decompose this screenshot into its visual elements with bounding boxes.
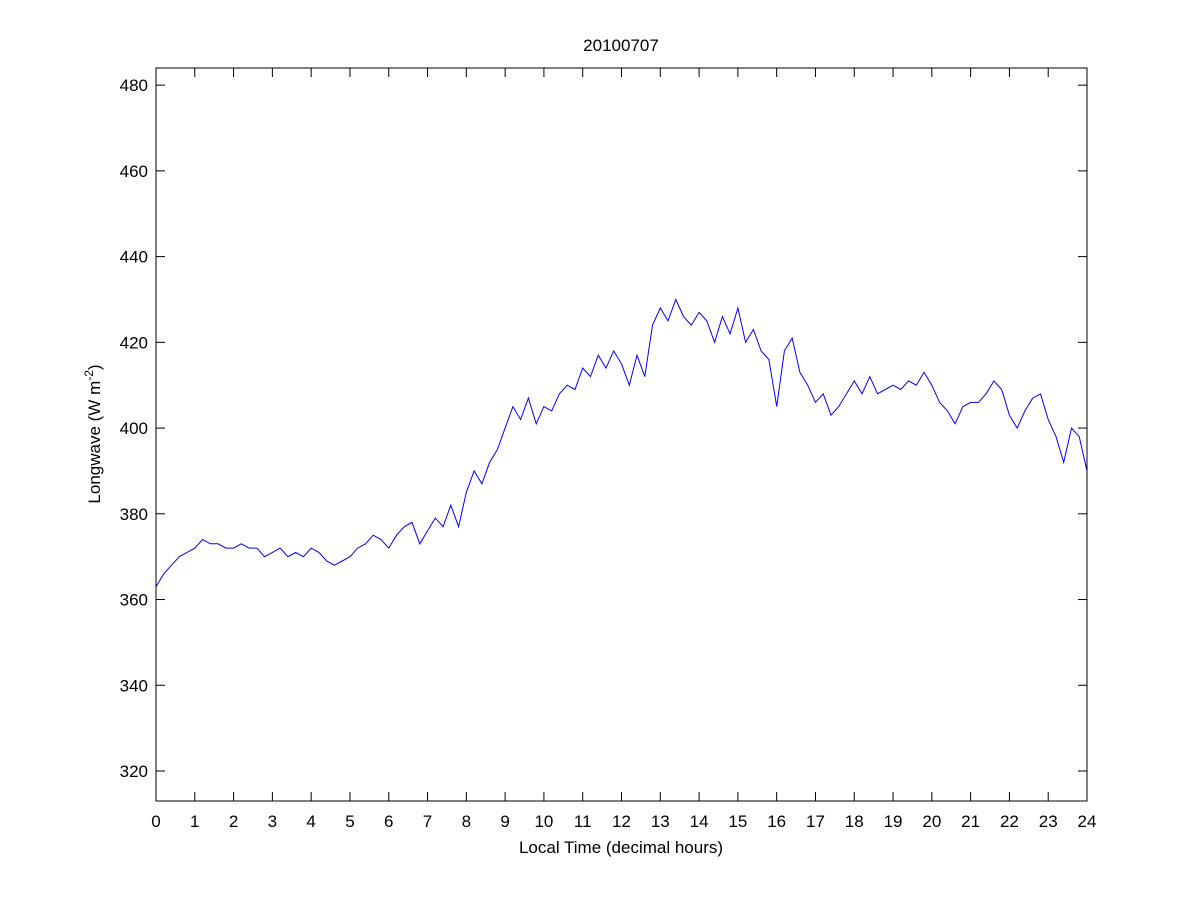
x-tick-label: 20 bbox=[922, 812, 941, 831]
x-tick-label: 17 bbox=[806, 812, 825, 831]
x-tick-label: 16 bbox=[767, 812, 786, 831]
y-tick-label: 480 bbox=[120, 76, 148, 95]
x-tick-label: 22 bbox=[1000, 812, 1019, 831]
y-tick-label: 320 bbox=[120, 762, 148, 781]
x-tick-label: 3 bbox=[268, 812, 277, 831]
x-tick-label: 12 bbox=[612, 812, 631, 831]
plot-area bbox=[155, 67, 1088, 802]
x-tick-label: 4 bbox=[306, 812, 315, 831]
y-axis-label: Longwave (W m-2) bbox=[82, 364, 104, 503]
x-tick-label: 11 bbox=[574, 812, 592, 831]
y-tick-label: 340 bbox=[120, 676, 148, 695]
x-tick-label: 23 bbox=[1039, 812, 1058, 831]
y-tick-label: 360 bbox=[120, 591, 148, 610]
chart-title: 20100707 bbox=[583, 36, 659, 55]
longwave-series-line bbox=[155, 298, 1088, 587]
x-tick-label: 9 bbox=[500, 812, 509, 831]
x-tick-label: 18 bbox=[845, 812, 864, 831]
x-tick-label: 14 bbox=[690, 812, 709, 831]
x-tick-label: 6 bbox=[384, 812, 393, 831]
x-tick-label: 15 bbox=[728, 812, 747, 831]
x-tick-label: 10 bbox=[534, 812, 553, 831]
x-tick-label: 1 bbox=[190, 812, 199, 831]
x-axis-label: Local Time (decimal hours) bbox=[519, 838, 723, 857]
y-axis: 320 340 360 380 400 420 440 460 480 bbox=[120, 76, 1087, 781]
x-tick-label: 21 bbox=[961, 812, 980, 831]
x-tick-label: 19 bbox=[884, 812, 903, 831]
y-tick-label: 460 bbox=[120, 162, 148, 181]
x-tick-label: 13 bbox=[651, 812, 670, 831]
y-tick-label: 440 bbox=[120, 248, 148, 267]
x-tick-label: 2 bbox=[229, 812, 238, 831]
x-axis: 0 1 2 3 4 5 6 7 8 9 10 11 12 13 14 15 16 17 18 19 20 21 22 23 24 bbox=[151, 68, 1096, 831]
y-tick-label: 400 bbox=[120, 419, 148, 438]
y-axis-label-superscript: -2 bbox=[82, 370, 96, 381]
x-tick-label: 5 bbox=[345, 812, 354, 831]
y-axis-label-main: Longwave (W m bbox=[85, 381, 104, 504]
x-tick-label: 8 bbox=[462, 812, 471, 831]
y-axis-label-close: ) bbox=[85, 364, 104, 370]
x-tick-label: 7 bbox=[423, 812, 432, 831]
plot-background bbox=[156, 68, 1087, 801]
y-tick-label: 420 bbox=[120, 333, 148, 352]
x-tick-label: 0 bbox=[151, 812, 160, 831]
x-tick-label: 24 bbox=[1078, 812, 1097, 831]
y-tick-label: 380 bbox=[120, 505, 148, 524]
